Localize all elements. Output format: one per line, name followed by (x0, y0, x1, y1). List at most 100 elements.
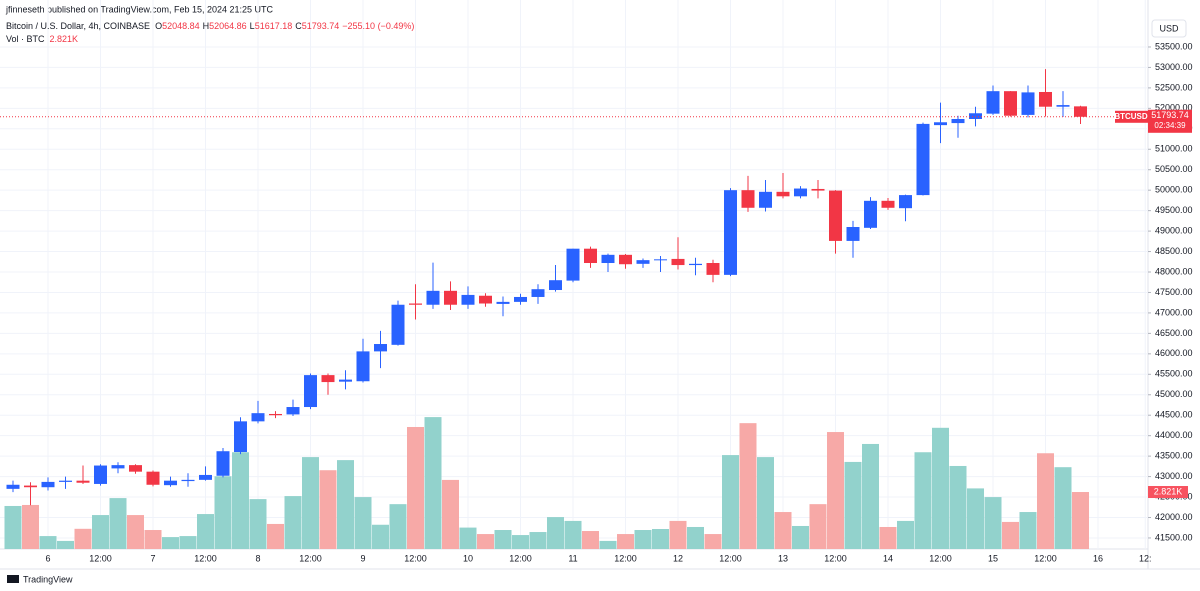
legend-ohlc-value: 52064.86 (209, 21, 247, 31)
x-tick-label: 12:00 (824, 553, 847, 563)
volume-bar (372, 524, 389, 549)
y-tick-label: 48000.00 (1155, 266, 1193, 276)
volume-bar (1002, 521, 1019, 549)
x-tick-label: 15 (988, 553, 998, 563)
volume-bar (57, 540, 74, 549)
volume-bar (704, 534, 722, 549)
legend-ohlc-value: 51793.74 (302, 21, 340, 31)
candle-body (234, 421, 247, 453)
candle-body (916, 123, 930, 196)
x-tick-label: 16 (1093, 553, 1103, 563)
volume-bar (39, 536, 57, 549)
y-tick-label: 48500.00 (1155, 246, 1193, 256)
brand-logo (7, 575, 19, 583)
volume-bar (22, 504, 39, 549)
volume-bar (547, 517, 564, 549)
candle-body (776, 191, 790, 197)
candle-body (374, 344, 387, 352)
y-tick-label: 53000.00 (1155, 62, 1193, 72)
candle-body (41, 481, 55, 488)
x-tick-label: 11 (568, 553, 577, 563)
volume-bar (879, 526, 897, 549)
volume-bar (582, 531, 599, 549)
volume-bar (792, 525, 809, 549)
candle-body (671, 258, 685, 266)
symbol-tag-label: BTCUSD (1114, 112, 1148, 121)
volume-bar (757, 457, 774, 549)
x-tick-label: 12:00 (299, 553, 322, 563)
y-tick-label: 45500.00 (1155, 369, 1193, 379)
y-tick-label: 52000.00 (1155, 103, 1193, 113)
candle-body (181, 479, 195, 482)
candle-body (129, 465, 142, 472)
volume-bar (197, 514, 214, 549)
x-tick-label: 12:00 (89, 553, 112, 563)
candle-body (339, 379, 352, 382)
legend-ohlc-label: H (203, 21, 210, 31)
candle-body (1021, 92, 1035, 115)
candle-body (426, 290, 440, 305)
y-tick-label: 45000.00 (1155, 389, 1193, 399)
legend-ohlc-label: C (295, 21, 302, 31)
volume-bar (827, 432, 844, 549)
x-tick-label: 12: (1139, 553, 1152, 563)
legend-symbol: Bitcoin / U.S. Dollar, 4h, COINBASE (6, 21, 150, 31)
candle-body (566, 248, 580, 281)
volume-legend: Vol · BTC 2.821K (6, 34, 78, 44)
candle-body (321, 375, 335, 383)
volume-bar (92, 515, 109, 549)
volume-bar (914, 452, 932, 549)
volume-bar (564, 520, 582, 549)
x-tick-label: 12:00 (404, 553, 427, 563)
x-tick-label: 12 (673, 553, 683, 563)
volume-bar (932, 427, 949, 549)
volume-bar (722, 455, 739, 549)
x-tick-label: 12:00 (1034, 553, 1057, 563)
currency-button[interactable] (1151, 19, 1187, 38)
y-tick-label: 49000.00 (1155, 225, 1193, 235)
candle-body (269, 413, 282, 416)
y-tick-label: 43500.00 (1155, 450, 1193, 460)
volume-bar (949, 465, 967, 549)
volume-bar (74, 528, 92, 549)
volume-bar (967, 488, 984, 549)
volume-bar (337, 460, 354, 549)
candle-body (986, 91, 1000, 114)
volume-bar (302, 457, 319, 549)
volume-bar (407, 426, 424, 549)
x-tick-label: 12:00 (194, 553, 217, 563)
volume-bar (389, 504, 407, 549)
candle-body (514, 296, 527, 302)
candle-body (479, 295, 492, 304)
volume-bar (319, 470, 337, 549)
price-tag (1148, 109, 1192, 133)
volume-bar (284, 496, 302, 549)
legend-change: −255.10 (−0.49%) (342, 21, 414, 31)
volume-bar (232, 452, 249, 549)
x-tick-label: 13 (778, 553, 788, 563)
candle-body (934, 122, 947, 126)
x-tick-label: 8 (255, 553, 260, 563)
candle-body (549, 280, 562, 291)
legend-ohlc-value: 51617.18 (255, 21, 293, 31)
y-tick-label: 44000.00 (1155, 430, 1193, 440)
candle-body (164, 480, 177, 486)
candle-body (689, 263, 702, 266)
candle-body (601, 254, 615, 264)
brand: TradingView (23, 574, 73, 584)
y-tick-label: 52500.00 (1155, 82, 1193, 92)
y-tick-label: 43000.00 (1155, 471, 1193, 481)
volume-bar (897, 520, 914, 549)
candle-body (531, 289, 545, 297)
volume-bar (512, 535, 529, 549)
candle-body (811, 188, 825, 191)
currency-label[interactable]: USD (1159, 23, 1179, 33)
y-tick-label: 47500.00 (1155, 287, 1193, 297)
volume-bar (179, 536, 197, 549)
candle-body (794, 188, 807, 197)
candle-body (286, 407, 300, 415)
volume-bar (844, 461, 862, 549)
volume-legend-name: Vol · BTC (6, 34, 45, 44)
